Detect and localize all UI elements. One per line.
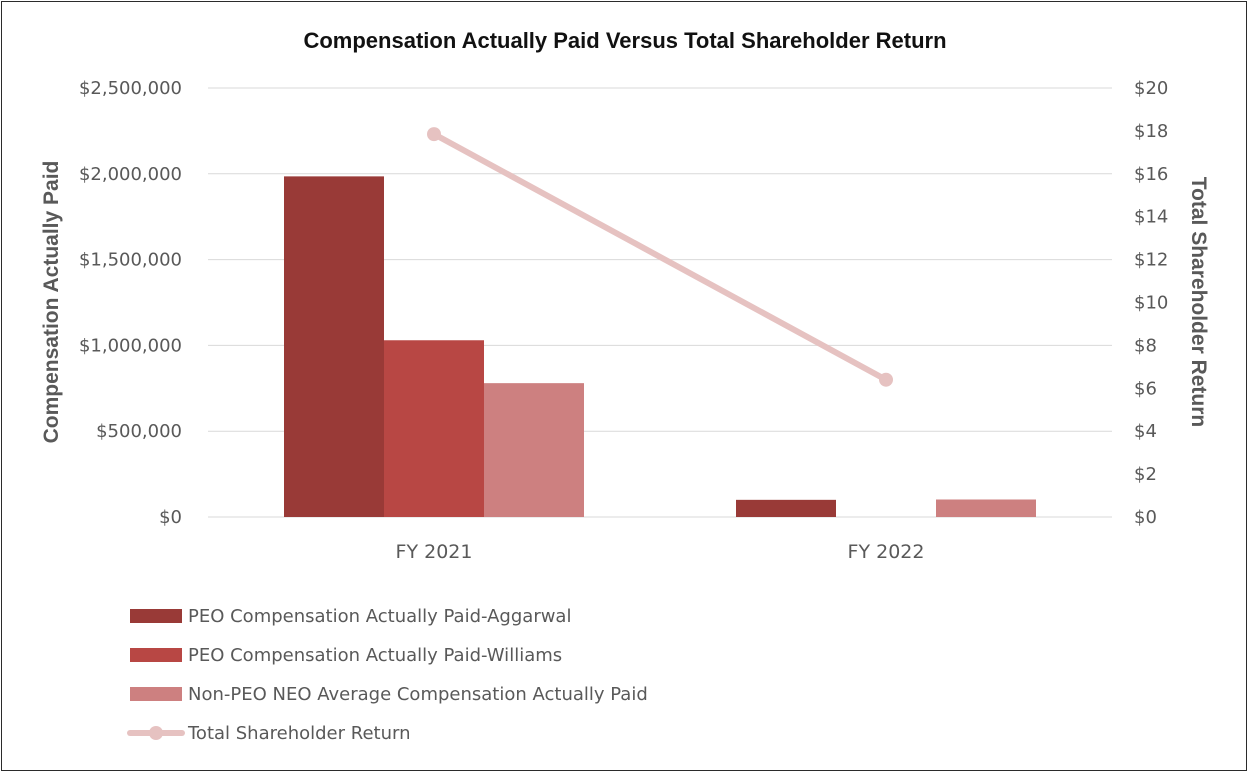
bar-aggarwal xyxy=(284,176,384,517)
y2-tick-label: $16 xyxy=(1134,164,1168,185)
y-tick-label: $1,500,000 xyxy=(79,250,182,271)
y2-tick-label: $0 xyxy=(1134,507,1157,528)
bars xyxy=(284,176,1036,517)
y2-tick-label: $14 xyxy=(1134,207,1168,228)
legend-label: PEO Compensation Actually Paid-Williams xyxy=(188,645,562,666)
tsr-line xyxy=(431,131,889,383)
legend-swatch-marker xyxy=(149,726,163,740)
tsr-point xyxy=(427,127,441,142)
bar-non-peo-neo xyxy=(936,499,1036,517)
axes: $0 $500,000 $1,000,000 $1,500,000 $2,000,000… xyxy=(79,78,1168,563)
bar-williams xyxy=(384,340,484,517)
legend-swatch xyxy=(130,687,182,701)
y-tick-label: $2,500,000 xyxy=(79,78,182,99)
y2-tick-label: $12 xyxy=(1134,250,1168,271)
x-tick-label: FY 2022 xyxy=(848,541,925,563)
y-axis-title: Compensation Actually Paid xyxy=(40,161,63,444)
y2-tick-label: $20 xyxy=(1134,78,1168,99)
legend-label: Non-PEO NEO Average Compensation Actuall… xyxy=(188,684,648,705)
y2-axis-title: Total Shareholder Return xyxy=(1187,177,1210,427)
bar-aggarwal xyxy=(736,499,836,517)
legend-label: PEO Compensation Actually Paid-Aggarwal xyxy=(188,606,571,627)
legend: PEO Compensation Actually Paid-Aggarwal P… xyxy=(127,606,648,744)
y2-tick-label: $2 xyxy=(1134,464,1157,485)
y2-tick-label: $18 xyxy=(1134,121,1168,142)
x-tick-label: FY 2021 xyxy=(396,541,473,563)
legend-swatch xyxy=(130,609,182,623)
legend-swatch xyxy=(130,648,182,662)
y-tick-label: $500,000 xyxy=(96,421,182,442)
bar-non-peo-neo xyxy=(484,383,584,517)
chart-title: Compensation Actually Paid Versus Total … xyxy=(303,28,946,53)
y2-tick-label: $10 xyxy=(1134,293,1168,314)
y-tick-label: $0 xyxy=(159,507,182,528)
y2-tick-label: $8 xyxy=(1134,335,1157,356)
tsr-point xyxy=(879,372,893,387)
y-tick-label: $1,000,000 xyxy=(79,335,182,356)
y-tick-label: $2,000,000 xyxy=(79,164,182,185)
y2-tick-label: $4 xyxy=(1134,421,1157,442)
legend-label: Total Shareholder Return xyxy=(187,723,410,744)
tsr-line-series xyxy=(427,127,893,387)
y2-tick-label: $6 xyxy=(1134,378,1157,399)
